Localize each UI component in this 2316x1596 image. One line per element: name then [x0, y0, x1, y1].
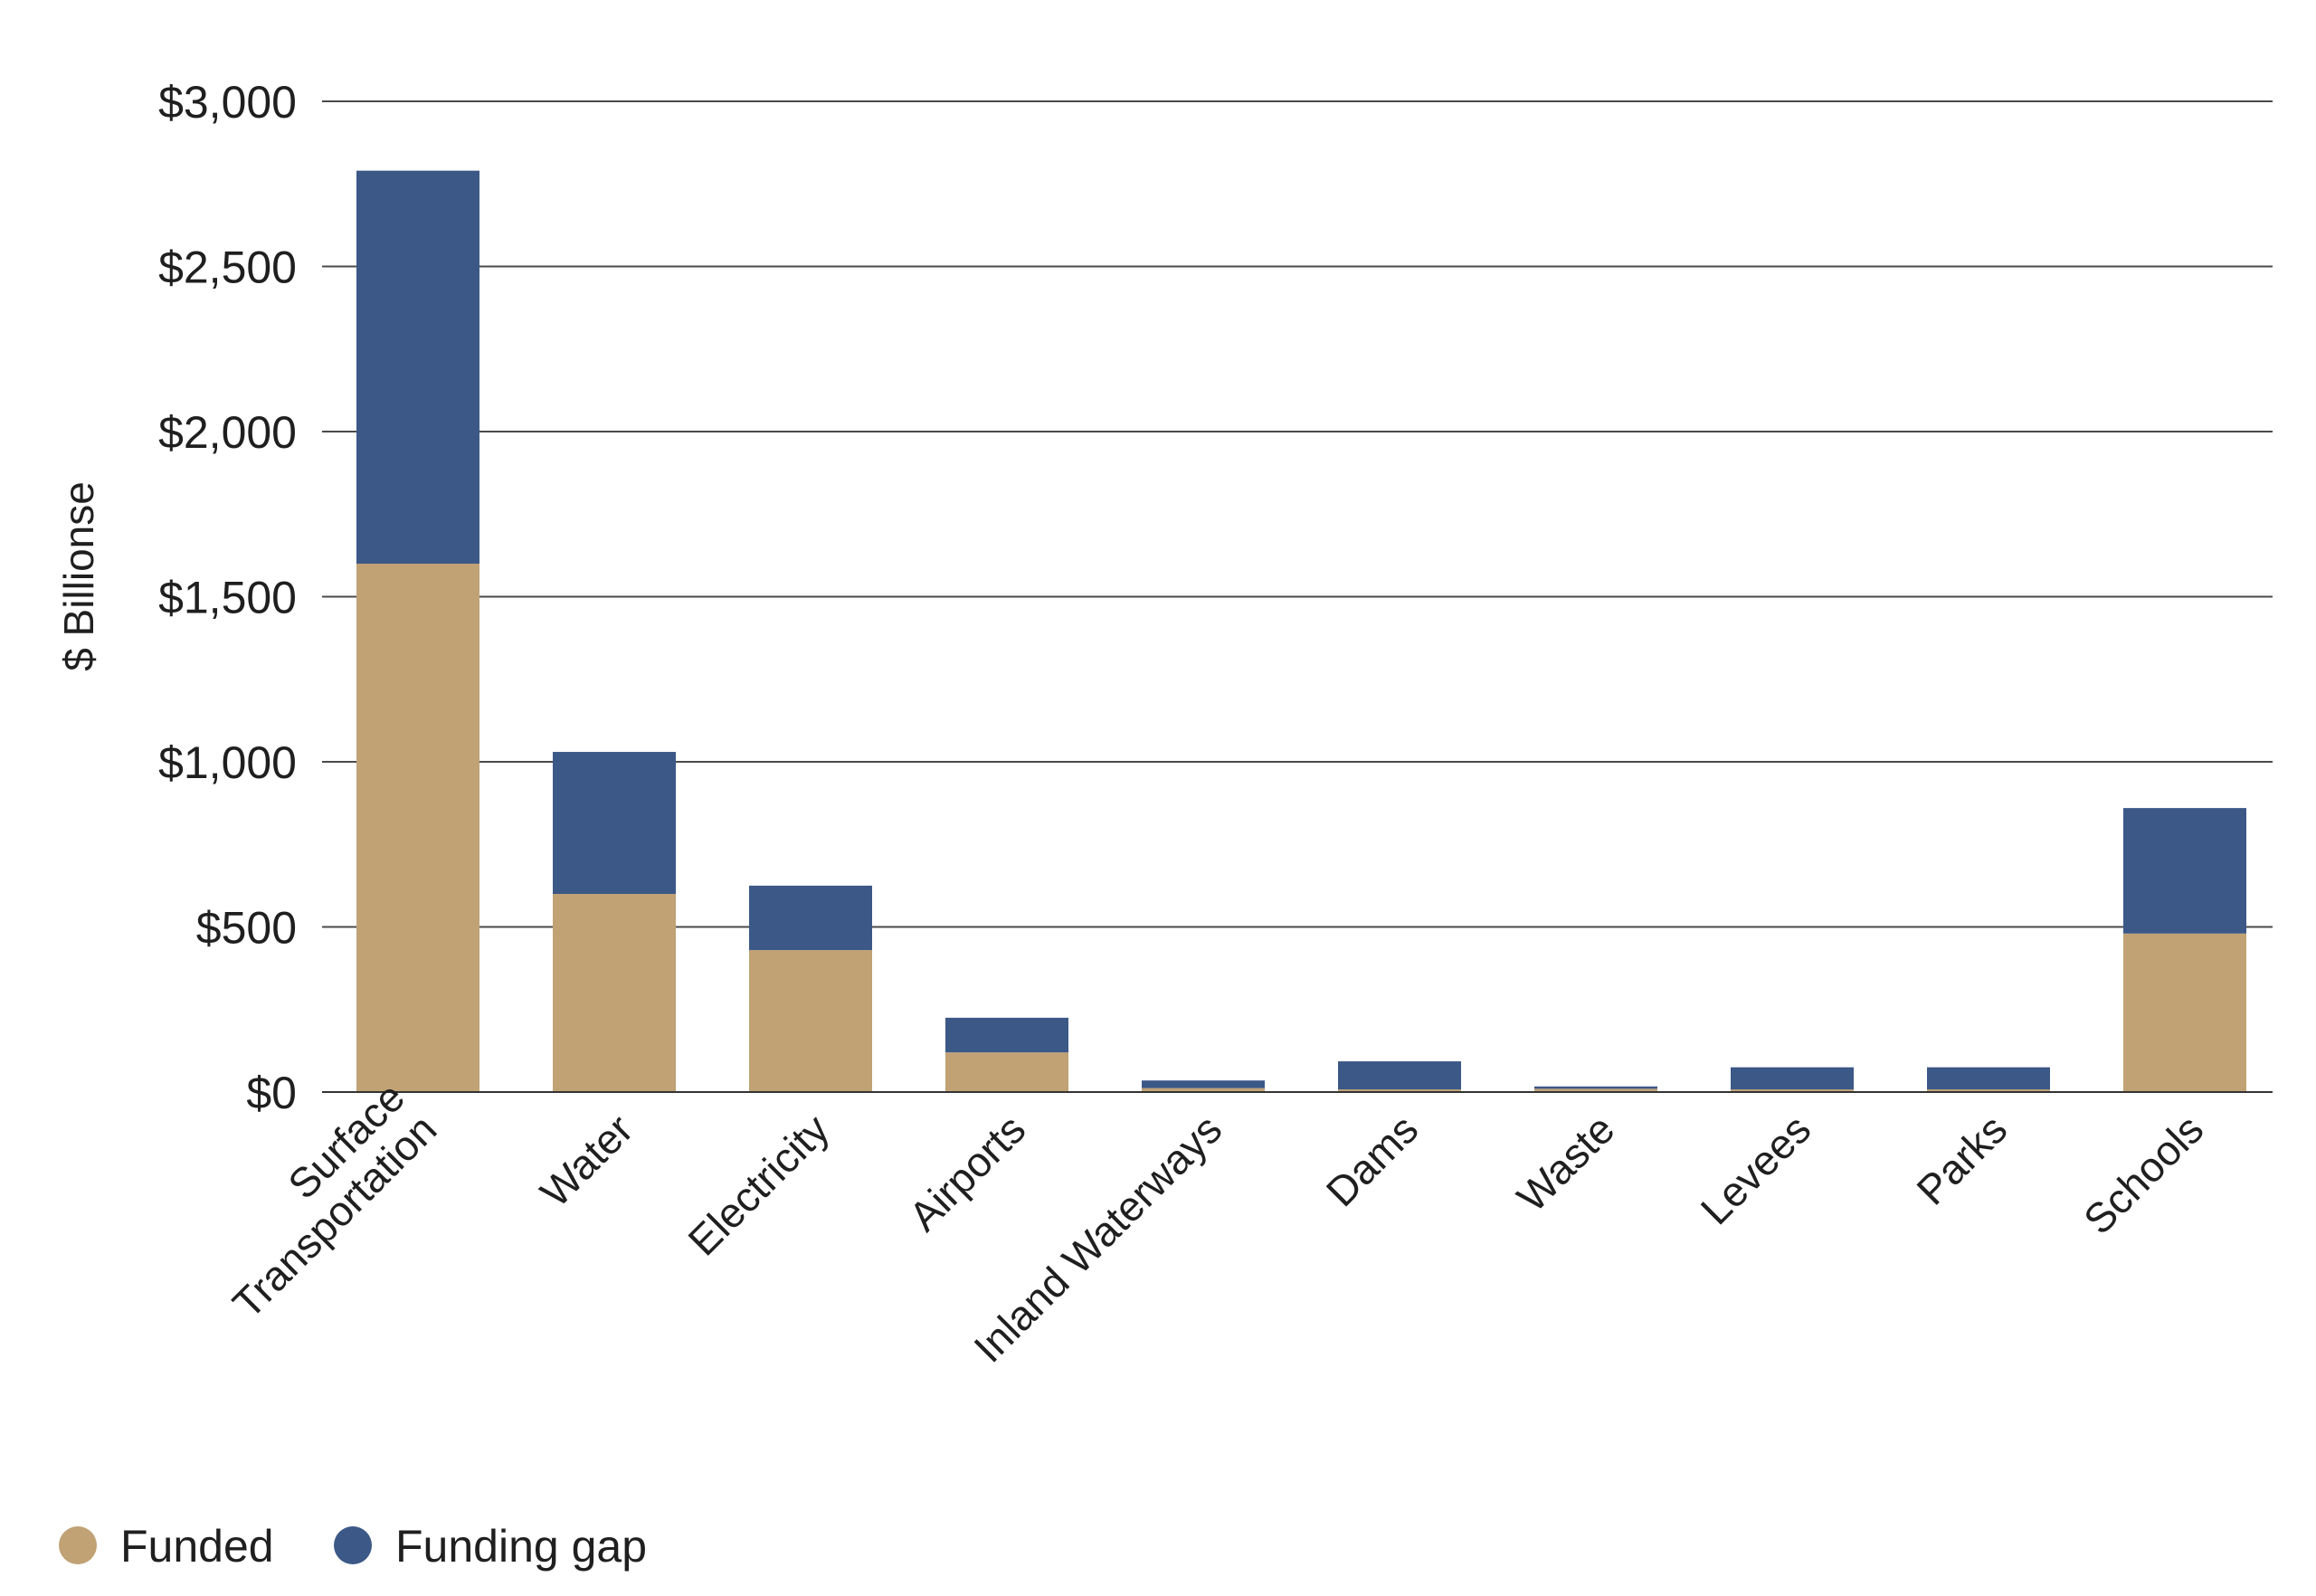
- bar-segment-funding-gap: [1927, 1067, 2050, 1090]
- x-category-label-line: Dams: [1317, 1106, 1428, 1216]
- x-category-label: Parks: [1907, 1106, 2016, 1214]
- y-axis-tick-labels: $0 $500 $1,000 $1,500 $2,000 $2,500 $3,000: [158, 77, 297, 1118]
- bar-segment-funding-gap: [749, 885, 872, 951]
- x-category-label-line: Schools: [2074, 1106, 2212, 1243]
- bar-segment-funded: [2123, 933, 2246, 1092]
- y-tick-label: $2,500: [158, 242, 297, 293]
- bar-segment-funding-gap: [945, 1017, 1068, 1053]
- y-tick-label: $2,000: [158, 407, 297, 458]
- bar-segment-funding-gap: [1534, 1086, 1657, 1089]
- legend-label: Funded: [120, 1521, 274, 1572]
- bar-segment-funded: [1338, 1089, 1461, 1092]
- x-category-label: Schools: [2074, 1106, 2212, 1243]
- bar-segment-funding-gap: [356, 170, 479, 564]
- y-tick-label: $500: [196, 903, 297, 954]
- y-tick-label: $3,000: [158, 77, 297, 128]
- bar-segment-funded: [1927, 1089, 2050, 1092]
- x-category-label-line: Parks: [1907, 1106, 2016, 1214]
- legend-swatch: [334, 1526, 372, 1564]
- bar-segment-funded: [1534, 1088, 1657, 1092]
- bar-segment-funding-gap: [1338, 1061, 1461, 1090]
- bar-segment-funded: [356, 564, 479, 1092]
- x-category-label: Water: [531, 1106, 641, 1216]
- bar-segment-funding-gap: [2123, 808, 2246, 934]
- x-category-label-line: Electricity: [679, 1106, 838, 1265]
- bar-segment-funded: [1731, 1089, 1854, 1092]
- bar-segment-funded: [553, 894, 676, 1092]
- bar-segment-funding-gap: [1731, 1067, 1854, 1090]
- x-category-label: SurfaceTransportation: [192, 1073, 446, 1327]
- x-category-label-line: Water: [531, 1106, 641, 1216]
- x-category-label-line: Waste: [1508, 1106, 1624, 1221]
- x-category-label: Waste: [1508, 1106, 1624, 1221]
- bar-segment-funded: [749, 950, 872, 1092]
- x-category-label: Airports: [900, 1106, 1035, 1240]
- legend-swatch: [59, 1526, 97, 1564]
- bars: [356, 170, 2246, 1092]
- x-axis-category-labels: SurfaceTransportation Water Electricity Air…: [192, 1073, 2212, 1371]
- y-tick-label: $1,500: [158, 573, 297, 623]
- legend-label: Funding gap: [395, 1521, 647, 1572]
- y-tick-label: $1,000: [158, 737, 297, 788]
- x-category-label: Levees: [1692, 1106, 1820, 1234]
- y-axis-title: $ Billionse: [55, 481, 102, 671]
- x-category-label: Dams: [1317, 1106, 1428, 1216]
- bar-segment-funding-gap: [1142, 1080, 1265, 1088]
- x-category-label-line: Airports: [900, 1106, 1035, 1240]
- legend: Funded Funding gap: [59, 1521, 647, 1572]
- bar-segment-funded: [1142, 1088, 1265, 1092]
- x-category-label-line: Levees: [1692, 1106, 1820, 1234]
- y-tick-label: $0: [246, 1068, 297, 1118]
- bar-segment-funding-gap: [553, 752, 676, 894]
- bar-segment-funded: [945, 1052, 1068, 1092]
- x-category-label: Electricity: [679, 1106, 838, 1265]
